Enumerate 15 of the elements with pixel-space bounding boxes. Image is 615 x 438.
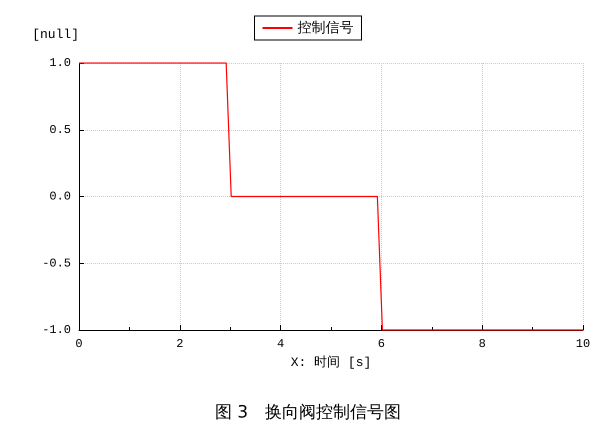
x-tick-label: 4 xyxy=(277,337,284,351)
legend-label: 控制信号 xyxy=(298,20,354,36)
y-axis-title: [null] xyxy=(32,27,79,42)
y-tick-label: 0.0 xyxy=(49,190,71,204)
y-tick-label: 0.5 xyxy=(49,122,71,137)
y-tick-label: 1.0 xyxy=(49,56,71,70)
text: 图 3 换向阀控制信号图 xyxy=(214,402,402,422)
x-tick-label: 8 xyxy=(478,337,486,351)
x-tick-label: 10 xyxy=(576,337,590,351)
y-tick-label: -0.5 xyxy=(42,256,71,270)
y-tick-label: -1.0 xyxy=(42,323,71,337)
x-tick-label: 2 xyxy=(176,337,184,351)
x-tick-label: 6 xyxy=(378,337,385,351)
x-tick-label: 0 xyxy=(75,337,83,351)
x-axis-title: X: 时间 [s] xyxy=(290,355,372,370)
